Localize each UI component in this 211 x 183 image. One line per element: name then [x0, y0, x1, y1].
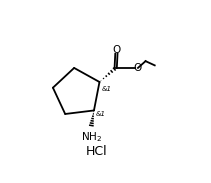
- Text: O: O: [112, 45, 120, 55]
- Text: &1: &1: [101, 85, 111, 92]
- Text: O: O: [133, 63, 141, 73]
- Text: NH$_2$: NH$_2$: [81, 130, 102, 144]
- Text: &1: &1: [95, 111, 105, 117]
- Text: HCl: HCl: [86, 145, 108, 158]
